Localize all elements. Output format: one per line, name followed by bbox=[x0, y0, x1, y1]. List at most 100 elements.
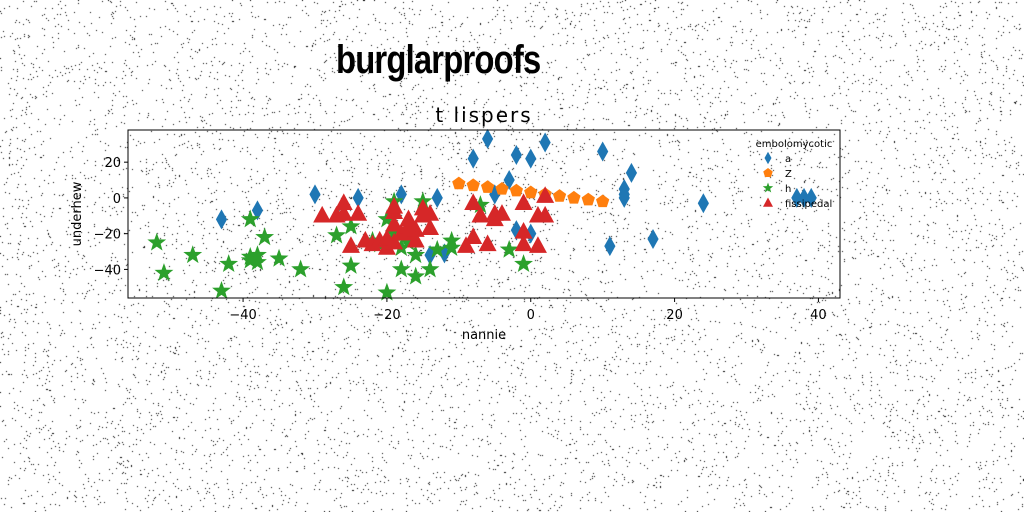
data-point-fissipedal bbox=[421, 218, 440, 236]
data-point-fissipedal bbox=[457, 236, 476, 253]
data-point-h bbox=[154, 263, 174, 281]
data-point-a bbox=[618, 187, 630, 208]
data-point-a bbox=[503, 170, 515, 191]
legend: embolomycotic aZh fissipedal bbox=[756, 139, 833, 210]
data-point-fissipedal bbox=[406, 230, 425, 248]
data-point-z bbox=[495, 181, 509, 195]
data-point-fissipedal bbox=[334, 193, 353, 211]
data-point-fissipedal bbox=[313, 205, 332, 223]
data-point-a bbox=[489, 184, 501, 205]
data-point-a bbox=[791, 187, 803, 208]
x-axis: −40 −20 0 20 40 bbox=[229, 298, 827, 323]
data-point-h bbox=[255, 227, 275, 246]
x-axis-label: nannie bbox=[462, 328, 506, 343]
data-point-a bbox=[467, 148, 479, 169]
data-point-z bbox=[567, 190, 581, 204]
data-point-fissipedal bbox=[385, 232, 404, 250]
data-point-h bbox=[147, 232, 167, 251]
data-point-fissipedal bbox=[334, 204, 353, 221]
legend-marker-h bbox=[762, 182, 774, 193]
data-point-a bbox=[251, 200, 264, 221]
data-point-a bbox=[510, 145, 522, 166]
data-point-fissipedal bbox=[536, 205, 555, 223]
data-point-h bbox=[406, 245, 426, 264]
data-point-fissipedal bbox=[385, 214, 404, 232]
data-point-a bbox=[525, 148, 537, 169]
data-point-a bbox=[352, 187, 364, 208]
data-point-a bbox=[525, 223, 537, 244]
legend-marker-a bbox=[764, 151, 772, 165]
data-point-h bbox=[442, 238, 462, 256]
legend-label: fissipedal bbox=[785, 199, 832, 210]
data-point-a bbox=[395, 184, 407, 205]
y-axis-label: underhew bbox=[70, 181, 85, 246]
data-point-h bbox=[327, 225, 346, 244]
data-point-h bbox=[399, 232, 418, 251]
data-point-fissipedal bbox=[514, 193, 533, 211]
data-point-a bbox=[597, 141, 609, 162]
x-tick-label: 20 bbox=[666, 308, 683, 323]
data-point-h bbox=[341, 216, 361, 235]
data-point-h bbox=[240, 209, 260, 228]
data-point-fissipedal bbox=[406, 220, 425, 237]
data-point-fissipedal bbox=[385, 196, 404, 214]
data-point-fissipedal bbox=[421, 204, 440, 221]
data-point-h bbox=[499, 239, 519, 258]
y-tick-label: 0 bbox=[113, 192, 121, 207]
y-tick-label: −40 bbox=[94, 263, 121, 278]
data-point-z bbox=[596, 194, 610, 208]
data-point-a bbox=[647, 229, 659, 250]
data-point-a bbox=[798, 187, 810, 208]
data-point-fissipedal bbox=[478, 234, 497, 252]
data-point-fissipedal bbox=[399, 209, 418, 227]
data-point-fissipedal bbox=[514, 221, 533, 239]
data-point-z bbox=[524, 185, 538, 199]
data-point-z bbox=[581, 192, 595, 206]
data-point-z bbox=[509, 183, 524, 197]
data-point-a bbox=[309, 184, 321, 205]
data-point-a bbox=[805, 187, 817, 208]
data-point-h bbox=[470, 195, 490, 214]
data-point-a bbox=[604, 236, 616, 257]
data-point-fissipedal bbox=[492, 204, 511, 221]
data-point-fissipedal bbox=[471, 205, 490, 223]
data-point-fissipedal bbox=[514, 234, 533, 252]
plot-marks bbox=[147, 128, 817, 301]
data-point-a bbox=[625, 162, 638, 183]
data-point-h bbox=[427, 239, 447, 258]
data-point-h bbox=[514, 254, 533, 273]
data-point-h bbox=[391, 259, 411, 278]
data-point-h bbox=[219, 254, 239, 273]
legend-marker-fissipedal bbox=[763, 197, 773, 207]
data-point-fissipedal bbox=[536, 186, 555, 203]
y-axis: −40 −20 0 20 bbox=[94, 156, 128, 278]
data-point-a bbox=[697, 193, 709, 214]
data-point-fissipedal bbox=[464, 193, 483, 211]
data-point-h bbox=[183, 245, 203, 264]
data-point-fissipedal bbox=[341, 236, 360, 253]
chart-title: t lispers bbox=[435, 103, 532, 127]
data-point-h bbox=[406, 266, 426, 285]
data-point-h bbox=[377, 282, 397, 301]
data-point-h bbox=[212, 280, 231, 299]
data-point-a bbox=[481, 128, 494, 149]
x-tick-label: −40 bbox=[229, 308, 256, 323]
data-point-fissipedal bbox=[349, 204, 368, 221]
data-point-fissipedal bbox=[528, 236, 547, 253]
data-point-z bbox=[452, 176, 466, 190]
data-point-z bbox=[480, 180, 495, 193]
data-point-h bbox=[420, 259, 440, 278]
data-point-h bbox=[334, 277, 354, 296]
data-point-a bbox=[539, 132, 551, 153]
legend-label: h bbox=[785, 184, 791, 195]
data-point-h bbox=[248, 252, 267, 271]
legend-marker-z bbox=[763, 168, 773, 178]
data-point-z bbox=[466, 178, 480, 192]
data-point-h bbox=[291, 259, 311, 278]
figure-suptitle: burglarproofs bbox=[336, 38, 541, 82]
x-tick-label: −20 bbox=[373, 308, 400, 323]
data-point-a bbox=[215, 209, 228, 230]
data-point-a bbox=[431, 187, 443, 208]
